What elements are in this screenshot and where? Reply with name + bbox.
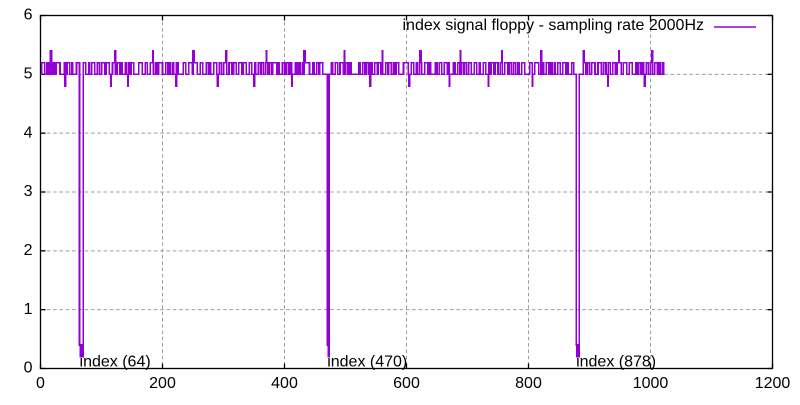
svg-text:800: 800	[515, 375, 542, 392]
svg-text:1000: 1000	[633, 375, 669, 392]
svg-text:400: 400	[271, 375, 298, 392]
svg-text:5: 5	[24, 66, 33, 83]
svg-text:3: 3	[24, 183, 33, 200]
svg-text:0: 0	[36, 375, 45, 392]
svg-text:1: 1	[24, 301, 33, 318]
svg-text:0: 0	[24, 360, 33, 377]
svg-text:1200: 1200	[755, 375, 791, 392]
svg-text:index signal floppy - sampling: index signal floppy - sampling rate 2000…	[403, 17, 705, 34]
svg-text:6: 6	[24, 7, 33, 24]
svg-text:4: 4	[24, 124, 33, 141]
svg-text:index (470): index (470)	[327, 354, 407, 371]
svg-text:2: 2	[24, 242, 33, 259]
svg-text:index (64): index (64)	[80, 354, 151, 371]
svg-text:600: 600	[393, 375, 420, 392]
svg-text:200: 200	[149, 375, 176, 392]
svg-text:index (878): index (878)	[576, 354, 656, 371]
